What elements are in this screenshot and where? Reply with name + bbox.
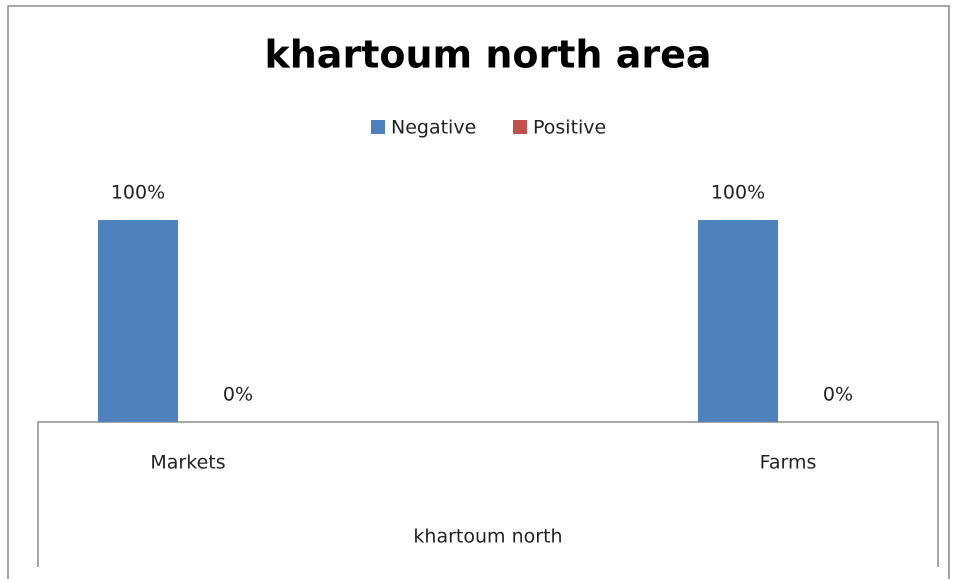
data-label: 0% <box>823 384 853 406</box>
x-tick-label: Markets <box>150 452 225 474</box>
legend-label: Negative <box>391 117 476 139</box>
bar <box>98 220 178 422</box>
bar <box>698 220 778 422</box>
x-tick-label: Farms <box>760 452 817 474</box>
x-axis-label: khartoum north <box>413 526 562 548</box>
legend-label: Positive <box>533 117 606 139</box>
chart-frame <box>7 5 950 579</box>
data-label: 100% <box>711 182 765 204</box>
category-axis-box <box>37 421 939 567</box>
legend-swatch <box>513 120 527 134</box>
data-label: 0% <box>223 384 253 406</box>
chart-title: khartoum north area <box>264 33 711 77</box>
data-label: 100% <box>111 182 165 204</box>
legend-swatch <box>371 120 385 134</box>
